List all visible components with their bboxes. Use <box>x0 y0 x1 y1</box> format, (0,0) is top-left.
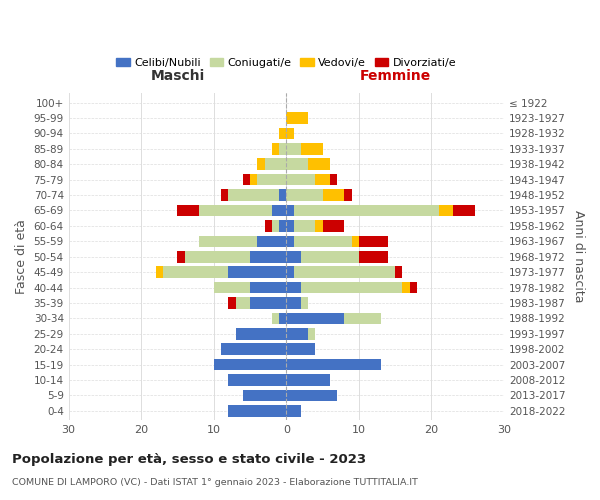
Bar <box>293 220 316 232</box>
Bar <box>250 297 286 309</box>
Bar <box>272 220 279 232</box>
Bar <box>323 220 344 232</box>
Bar <box>301 282 403 294</box>
Bar <box>308 328 316 340</box>
Bar <box>301 297 308 309</box>
Bar <box>286 282 301 294</box>
Bar <box>286 204 293 216</box>
Bar <box>178 251 185 262</box>
Bar <box>286 405 301 416</box>
Bar <box>359 236 388 247</box>
Bar <box>265 158 286 170</box>
Bar <box>286 143 301 154</box>
Bar <box>286 158 308 170</box>
Bar <box>243 174 250 186</box>
Bar <box>214 282 250 294</box>
Bar <box>279 312 286 324</box>
Bar <box>344 190 352 201</box>
Y-axis label: Fasce di età: Fasce di età <box>15 220 28 294</box>
Bar <box>403 282 410 294</box>
Bar <box>199 204 272 216</box>
Bar <box>279 143 286 154</box>
Bar <box>344 312 380 324</box>
Bar <box>265 220 272 232</box>
Bar <box>286 390 337 402</box>
Bar <box>236 297 250 309</box>
Text: Popolazione per età, sesso e stato civile - 2023: Popolazione per età, sesso e stato civil… <box>12 452 366 466</box>
Bar <box>163 266 228 278</box>
Bar <box>286 220 293 232</box>
Bar <box>279 190 286 201</box>
Bar <box>308 158 330 170</box>
Bar <box>286 359 380 370</box>
Bar <box>257 158 265 170</box>
Text: Femmine: Femmine <box>359 68 431 82</box>
Bar <box>286 297 301 309</box>
Bar <box>279 128 286 139</box>
Bar <box>286 374 330 386</box>
Bar <box>330 174 337 186</box>
Y-axis label: Anni di nascita: Anni di nascita <box>572 210 585 303</box>
Bar <box>250 174 257 186</box>
Bar <box>453 204 475 216</box>
Bar <box>316 174 330 186</box>
Legend: Celibi/Nubili, Coniugati/e, Vedovi/e, Divorziati/e: Celibi/Nubili, Coniugati/e, Vedovi/e, Di… <box>112 53 461 72</box>
Bar <box>293 236 352 247</box>
Bar <box>286 112 308 124</box>
Bar <box>286 190 323 201</box>
Text: Maschi: Maschi <box>151 68 205 82</box>
Bar <box>272 204 286 216</box>
Text: COMUNE DI LAMPORO (VC) - Dati ISTAT 1° gennaio 2023 - Elaborazione TUTTITALIA.IT: COMUNE DI LAMPORO (VC) - Dati ISTAT 1° g… <box>12 478 418 487</box>
Bar <box>228 405 286 416</box>
Bar <box>221 344 286 355</box>
Bar <box>272 143 279 154</box>
Bar <box>178 204 199 216</box>
Bar <box>243 390 286 402</box>
Bar <box>214 359 286 370</box>
Bar <box>293 266 395 278</box>
Bar <box>410 282 417 294</box>
Bar <box>250 282 286 294</box>
Bar <box>199 236 257 247</box>
Bar <box>279 220 286 232</box>
Bar <box>286 236 293 247</box>
Bar <box>323 190 344 201</box>
Bar <box>301 251 359 262</box>
Bar <box>439 204 453 216</box>
Bar <box>156 266 163 278</box>
Bar <box>221 190 228 201</box>
Bar <box>250 251 286 262</box>
Bar <box>286 251 301 262</box>
Bar <box>185 251 250 262</box>
Bar <box>293 204 439 216</box>
Bar <box>286 128 293 139</box>
Bar <box>359 251 388 262</box>
Bar <box>286 312 344 324</box>
Bar <box>301 143 323 154</box>
Bar <box>286 174 316 186</box>
Bar <box>272 312 279 324</box>
Bar <box>228 374 286 386</box>
Bar <box>228 297 236 309</box>
Bar <box>395 266 403 278</box>
Bar <box>286 328 308 340</box>
Bar <box>257 236 286 247</box>
Bar <box>316 220 323 232</box>
Bar <box>352 236 359 247</box>
Bar <box>228 190 279 201</box>
Bar <box>286 344 316 355</box>
Bar <box>236 328 286 340</box>
Bar <box>228 266 286 278</box>
Bar <box>286 266 293 278</box>
Bar <box>257 174 286 186</box>
